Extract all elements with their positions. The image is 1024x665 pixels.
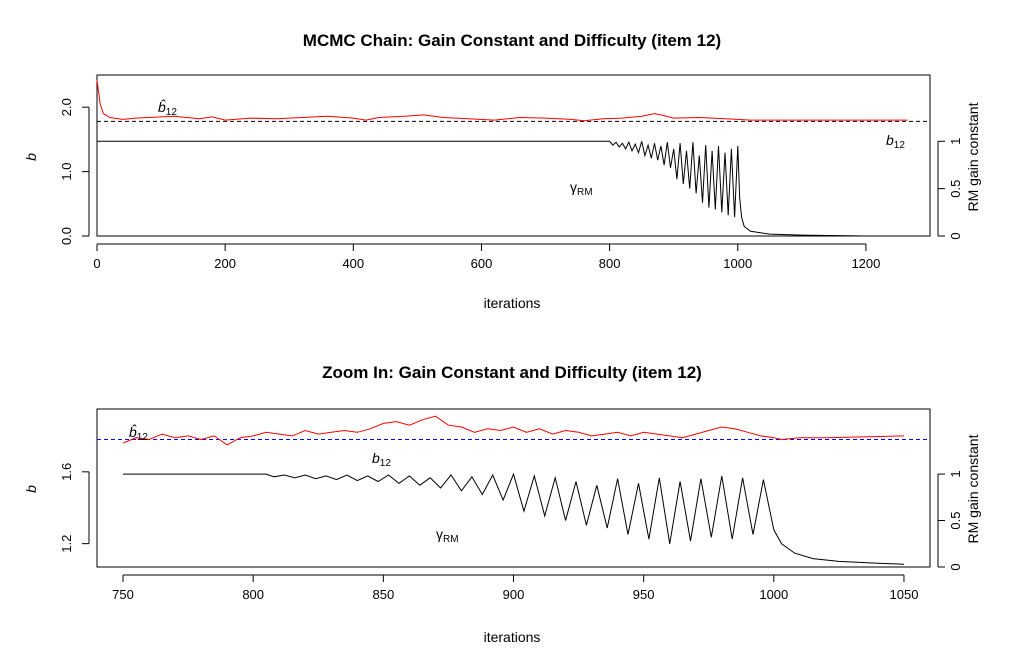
x-tick-label: 950 xyxy=(633,587,655,602)
y2-tick-label: 0.5 xyxy=(948,511,963,529)
y2-axis: 00.51 xyxy=(937,138,963,240)
x-tick-label: 1200 xyxy=(851,256,880,271)
x-axis-label: iterations xyxy=(484,629,541,645)
series-gamma-rm-line xyxy=(123,472,905,565)
x-tick-label: 600 xyxy=(471,256,493,271)
x-tick-label: 750 xyxy=(112,587,134,602)
series-gamma-label: γRM xyxy=(570,179,593,198)
y2-tick-label: 1 xyxy=(948,138,963,145)
x-tick-label: 850 xyxy=(372,587,394,602)
plot-frame xyxy=(96,74,931,237)
y-tick-label: 1.0 xyxy=(59,163,74,181)
y2-axis-label: RM gain constant xyxy=(965,434,981,543)
y-axis: 0.0 1.0 2.0 xyxy=(59,98,90,245)
y2-tick-label: 0.5 xyxy=(948,180,963,198)
y-tick-label: 1.2 xyxy=(59,535,74,553)
series-gamma-rm-line xyxy=(97,140,908,237)
y2-tick-label: 0 xyxy=(948,232,963,239)
x-tick-label: 800 xyxy=(242,587,264,602)
chart-title: MCMC Chain: Gain Constant and Difficulty… xyxy=(303,31,721,50)
reference-line-label: b12 xyxy=(372,450,391,469)
reference-line-label: b12 xyxy=(886,132,905,151)
x-tick-label: 1000 xyxy=(759,587,788,602)
y2-tick-label: 0 xyxy=(948,563,963,570)
y-axis: 1.2 1.6 xyxy=(59,463,90,553)
x-axis: 750 800 850 900 950 1000 1050 xyxy=(112,574,919,602)
series-b-hat-12-line xyxy=(122,415,905,446)
x-tick-label: 1000 xyxy=(723,256,752,271)
y2-tick-label: 1 xyxy=(948,470,963,477)
series-b-hat-label: b̂12 xyxy=(158,99,177,118)
series-b-hat-label: b̂12 xyxy=(129,424,148,443)
series-b-hat-12-line xyxy=(96,80,908,122)
chart-title: Zoom In: Gain Constant and Difficulty (i… xyxy=(322,363,702,382)
y2-axis: 00.51 xyxy=(937,470,963,571)
y-tick-label: 1.6 xyxy=(59,463,74,481)
y-axis-label: b xyxy=(23,153,39,161)
y-axis-label: b xyxy=(23,485,39,493)
panel-zoom-in: Zoom In: Gain Constant and Difficulty (i… xyxy=(23,363,981,645)
x-tick-label: 1050 xyxy=(890,587,919,602)
x-axis: 0 200 400 600 800 1000 1200 xyxy=(93,243,880,271)
x-tick-label: 200 xyxy=(214,256,236,271)
y2-axis-label: RM gain constant xyxy=(965,102,981,211)
y-tick-label: 0.0 xyxy=(59,227,74,245)
x-tick-label: 0 xyxy=(93,256,100,271)
panel-mcmc-chain: MCMC Chain: Gain Constant and Difficulty… xyxy=(23,31,981,311)
x-tick-label: 900 xyxy=(503,587,525,602)
plot-frame xyxy=(96,408,931,568)
x-tick-label: 400 xyxy=(342,256,364,271)
x-tick-label: 800 xyxy=(599,256,621,271)
x-axis-label: iterations xyxy=(484,295,541,311)
y-tick-label: 2.0 xyxy=(59,98,74,116)
series-gamma-label: γRM xyxy=(436,526,459,545)
